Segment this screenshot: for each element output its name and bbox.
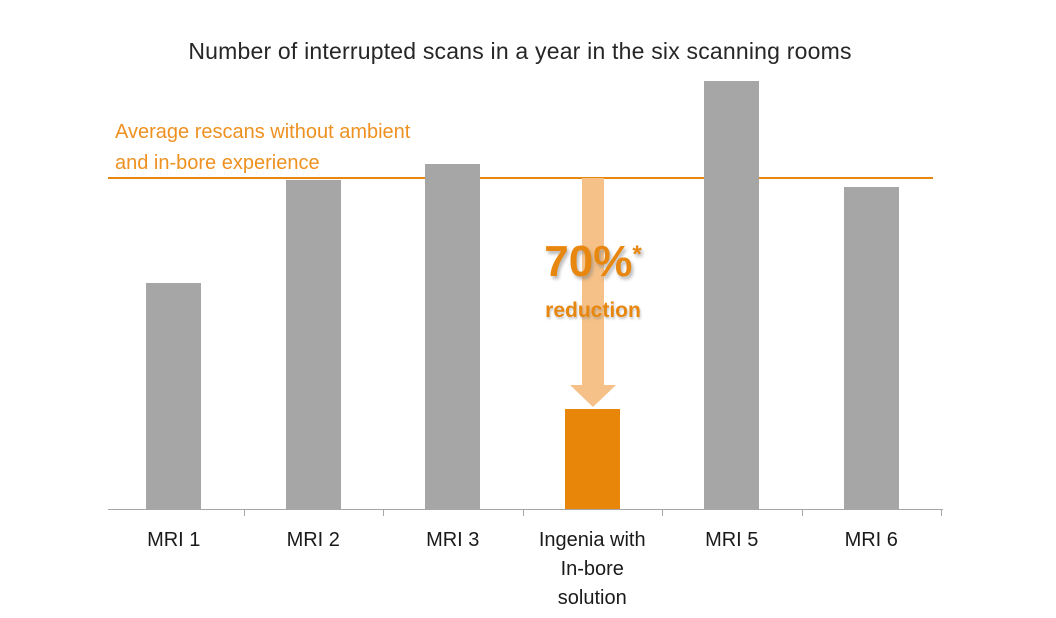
axis-label-mri-1: MRI 1 [147, 529, 201, 551]
reduction-arrow-head-icon [570, 385, 616, 407]
bar-mri-6 [843, 187, 899, 509]
x-axis-line [108, 509, 943, 510]
reduction-arrow-shaft [582, 178, 604, 385]
bar-mri-5 [704, 81, 760, 509]
x-axis-tick [243, 509, 245, 516]
x-axis-tick [662, 509, 663, 516]
bar-ingenia-with-in-bore-solution [564, 409, 620, 509]
reduction-percentage: 70%* [518, 237, 668, 287]
x-axis-tick [522, 509, 524, 516]
bar-mri-2 [285, 180, 341, 509]
x-axis-tick [941, 509, 942, 516]
reduction-word: reduction [545, 299, 641, 322]
axis-label-mri-3: MRI 3 [426, 529, 480, 551]
axis-label-mri-6: MRI 6 [844, 529, 898, 551]
x-axis-tick [801, 509, 803, 516]
axis-label-mri-5: MRI 5 [705, 529, 759, 551]
bar-mri-3 [425, 164, 481, 509]
axis-label-ingenia-with-in-bore-solution: Ingenia with In-bore solution [538, 529, 646, 609]
chart-title: Number of interrupted scans in a year in… [188, 38, 852, 64]
asterisk-footnote-marker: * [632, 241, 642, 268]
x-axis-tick [383, 509, 384, 516]
bar-mri-1 [146, 283, 202, 509]
average-line-label: Average rescans without ambient and in-b… [115, 121, 411, 174]
average-reference-line [108, 177, 933, 179]
axis-label-mri-2: MRI 2 [286, 529, 340, 551]
reduction-percentage-number: 70% [544, 237, 633, 286]
